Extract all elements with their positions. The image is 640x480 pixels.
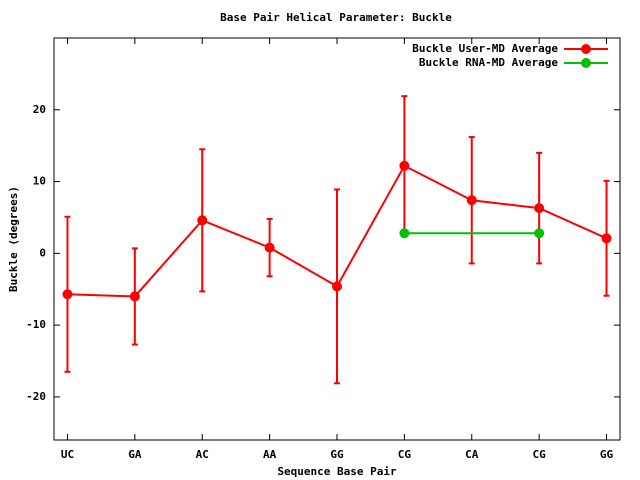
x-tick-label: CA [465, 448, 479, 461]
x-tick-label: UC [61, 448, 74, 461]
chart-title: Base Pair Helical Parameter: Buckle [220, 11, 452, 24]
data-point [601, 233, 612, 244]
data-point [534, 228, 545, 239]
y-tick-label: -10 [26, 318, 46, 331]
x-axis-label: Sequence Base Pair [277, 465, 397, 478]
data-point [534, 203, 545, 214]
y-axis-label: Buckle (degrees) [7, 186, 20, 292]
legend-label: Buckle User-MD Average [412, 42, 558, 55]
x-tick-label: CG [533, 448, 547, 461]
x-tick-label: GG [330, 448, 344, 461]
data-point [129, 291, 140, 302]
data-point [62, 289, 73, 300]
y-tick-label: -20 [26, 390, 46, 403]
x-tick-label: GA [128, 448, 142, 461]
y-tick-label: 10 [33, 175, 46, 188]
data-point [466, 195, 477, 206]
x-tick-label: GG [600, 448, 614, 461]
y-tick-label: 20 [33, 103, 46, 116]
data-point [332, 281, 342, 292]
y-tick-label: 0 [39, 246, 46, 259]
legend-marker [581, 58, 591, 68]
x-tick-label: AC [196, 448, 209, 461]
data-point [399, 160, 410, 171]
legend-label: Buckle RNA-MD Average [419, 56, 558, 69]
data-point [197, 215, 208, 226]
x-tick-label: AA [263, 448, 277, 461]
x-tick-label: CG [398, 448, 412, 461]
data-point [399, 228, 410, 239]
legend-marker [581, 44, 591, 54]
data-point [264, 242, 275, 253]
